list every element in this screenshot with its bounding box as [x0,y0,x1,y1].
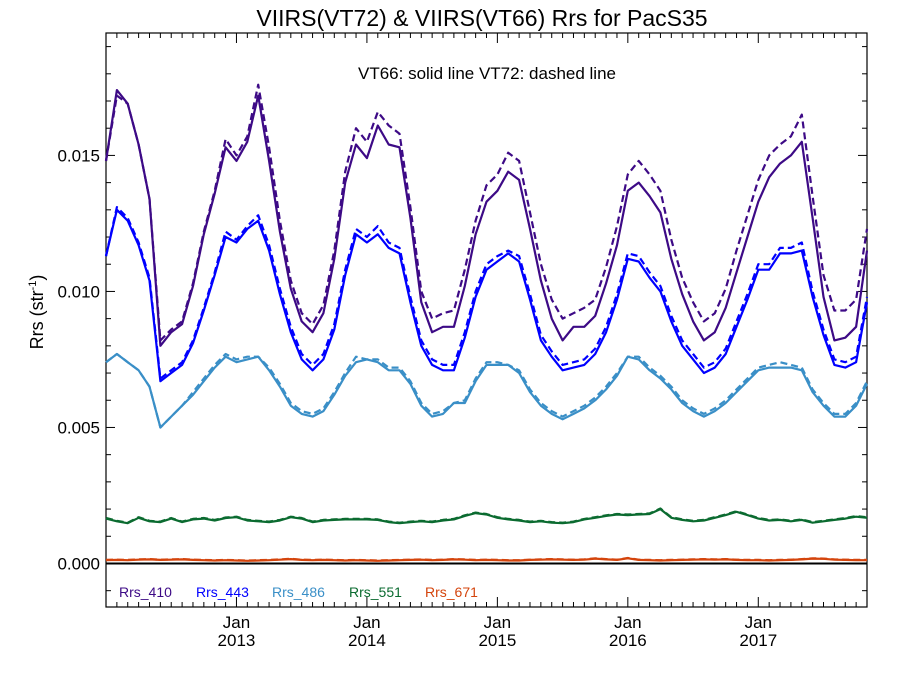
legend-rrs-486: Rrs_486 [272,584,325,600]
plot-frame [105,32,868,608]
y-axis-label-text: Rrs (str [27,290,47,349]
legend: Rrs_410 Rrs_443 Rrs_486 Rrs_551 Rrs_671 [119,584,478,600]
plot-area: 0.0000.0050.0100.015Jan2013Jan2014Jan201… [57,32,869,650]
x-tick-label-year: 2017 [739,631,777,650]
legend-rrs-671: Rrs_671 [425,584,478,600]
x-tick-label-year: 2015 [478,631,516,650]
series-rrs-410-vt72-dashed [104,83,869,342]
x-tick-label-month: Jan [614,613,641,632]
line-style-annotation: VT66: solid line VT72: dashed line [358,64,616,83]
series-rrs-486-vt72-dashed [105,352,868,429]
legend-rrs-410: Rrs_410 [119,584,172,600]
series-rrs-551-vt72-dashed [105,507,868,524]
series-rrs-443-vt72-dashed [104,206,869,380]
legend-rrs-443: Rrs_443 [196,584,249,600]
x-tick-label-month: Jan [745,613,772,632]
y-tick-label: 0.015 [57,146,100,165]
x-tick-label-year: 2016 [609,631,647,650]
y-axis-label-superscript: -1 [27,281,39,291]
x-tick-label-month: Jan [353,613,380,632]
chart-title: VIIRS(VT72) & VIIRS(VT66) Rrs for PacS35 [256,5,707,31]
series-rrs-486-vt66-solid [105,352,868,429]
y-axis-label: Rrs (str-1) [27,275,47,350]
x-tick-label-month: Jan [223,613,250,632]
y-tick-label: 0.005 [57,418,100,437]
series-lines [104,83,869,562]
legend-rrs-551: Rrs_551 [349,584,402,600]
y-tick-label: 0.010 [57,282,100,301]
y-tick-label: 0.000 [57,554,100,573]
series-rrs-410-vt66-solid [104,89,869,347]
x-tick-label-month: Jan [484,613,511,632]
x-tick-label-year: 2013 [218,631,256,650]
x-tick-label-year: 2014 [348,631,386,650]
series-rrs-671-vt72-dashed [105,556,867,562]
series-rrs-443-vt66-solid [104,208,869,383]
y-axis-label-close: ) [27,275,47,281]
